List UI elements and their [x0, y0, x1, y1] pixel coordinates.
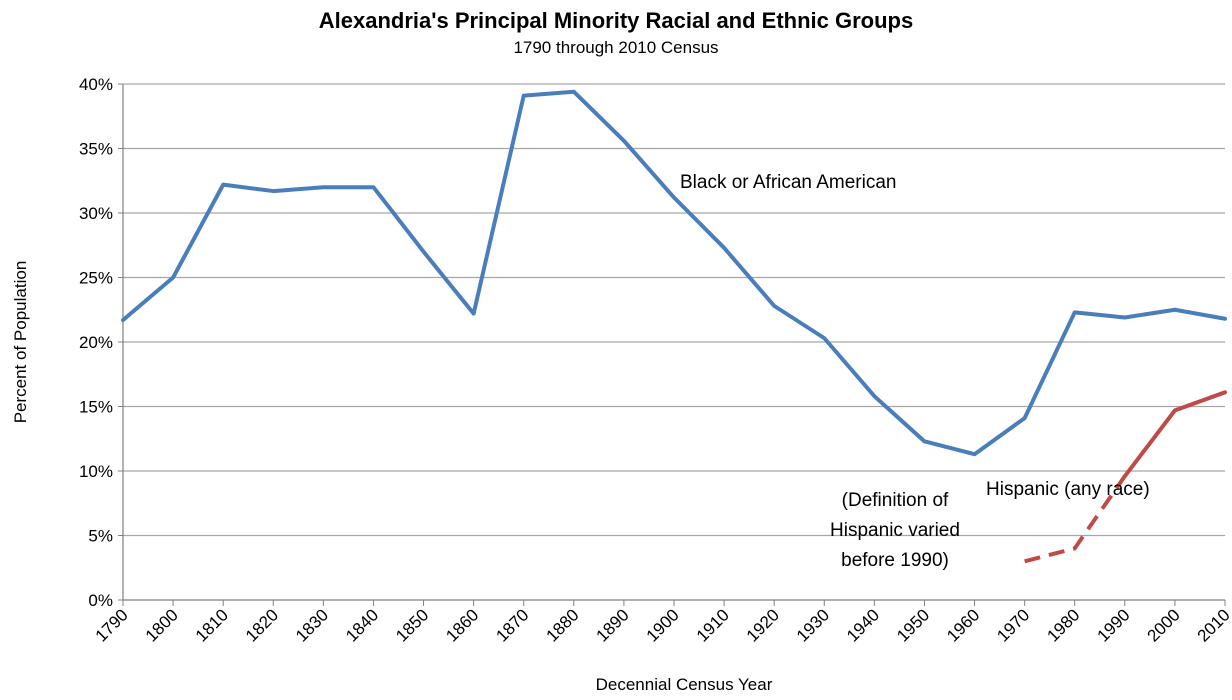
x-tick-label: 1790 [92, 605, 132, 645]
y-tick-label: 15% [79, 398, 113, 417]
definition-note-line: (Definition of [842, 490, 949, 511]
y-tick-label: 40% [79, 75, 113, 94]
y-tick-label: 20% [79, 333, 113, 352]
black-series-label: Black or African American [680, 172, 896, 193]
x-tick-label: 1800 [142, 605, 182, 645]
chart-title: Alexandria's Principal Minority Racial a… [318, 8, 914, 33]
x-tick-label: 2010 [1194, 605, 1232, 645]
x-tick-label: 1930 [793, 605, 833, 645]
series-hispanic-solid-line [1122, 390, 1227, 479]
x-tick-label: 1870 [492, 605, 532, 645]
x-axis-title: Decennial Census Year [596, 675, 773, 694]
x-tick-label: 1900 [643, 605, 683, 645]
y-tick-label: 30% [79, 204, 113, 223]
definition-note-line: Hispanic varied [830, 520, 960, 541]
y-tick-label: 10% [79, 462, 113, 481]
x-tick-label: 1840 [342, 605, 382, 645]
x-tick-label: 1810 [192, 605, 232, 645]
y-tick-label: 5% [88, 527, 113, 546]
x-tick-label: 1850 [392, 605, 432, 645]
axes: 0% 5% 10% 15% 20% 25% 30% 35% 40% 1790 1800 1810 182… [11, 75, 1232, 694]
series-black-line [121, 89, 1227, 457]
x-tick-label: 1970 [993, 605, 1033, 645]
y-tick-label: 0% [88, 591, 113, 610]
x-tick-label: 1830 [292, 605, 332, 645]
x-tick-label: 1880 [542, 605, 582, 645]
gridlines [123, 83, 1225, 537]
y-axis-title: Percent of Population [11, 261, 30, 424]
x-tick-label: 1940 [843, 605, 883, 645]
series-hispanic-dashed-line [1024, 475, 1127, 564]
annotations: Black or African American Hispanic (any r… [680, 172, 1150, 571]
x-tick-label: 1950 [893, 605, 933, 645]
x-tick-label: 2000 [1144, 605, 1184, 645]
chart-subtitle: 1790 through 2010 Census [513, 38, 719, 57]
x-tick-label: 1960 [943, 605, 983, 645]
x-tick-label: 1860 [442, 605, 482, 645]
x-tick-label: 1890 [593, 605, 633, 645]
x-tick-label: 1980 [1043, 605, 1083, 645]
x-tick-label: 1820 [242, 605, 282, 645]
x-tick-label: 1920 [743, 605, 783, 645]
hispanic-series-label: Hispanic (any race) [986, 479, 1150, 500]
series-lines [121, 89, 1227, 564]
definition-note-line: before 1990) [841, 550, 949, 571]
y-tick-label: 35% [79, 140, 113, 159]
x-tick-label: 1910 [693, 605, 733, 645]
x-tick-label: 1990 [1093, 605, 1133, 645]
y-tick-label: 25% [79, 269, 113, 288]
